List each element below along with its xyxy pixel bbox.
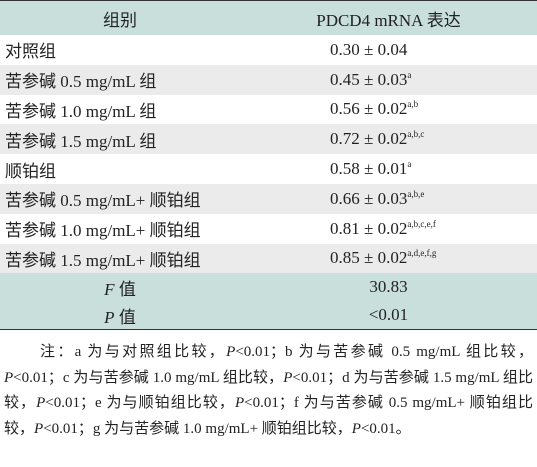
value-cell: 0.72 ± 0.02a,b,c (240, 124, 537, 154)
group-cell: 苦参碱 0.5 mg/mL 组 (5, 72, 157, 92)
group-cell: 对照组 (5, 42, 56, 62)
group-cell: 苦参碱 0.5 mg/mL+ 顺铂组 (5, 191, 201, 211)
value-text: 0.30 ± 0.04 (330, 39, 408, 59)
stats-body: F 值 30.83 P 值 <0.01 (0, 273, 537, 330)
group-cell: 顺铂组 (5, 161, 56, 181)
note-text: P (283, 369, 293, 386)
note-text: <0.01；g 为与苦参碱 1.0 mg/mL+ 顺铂组比较， (43, 420, 352, 437)
value-cell: 0.81 ± 0.02a,b,c,e,f (240, 214, 537, 244)
data-table: 组别 PDCD4 mRNA 表达 对照组 0.30 ± 0.04 苦参碱 0.5 m… (0, 0, 537, 330)
value-cell: 0.66 ± 0.03a,b,e (240, 184, 537, 214)
note-text: P (234, 395, 245, 412)
note-text: <0.01；d 为与苦参碱 1.5 mg/mL 组比较， (4, 369, 533, 412)
stats-value: 30.83 (369, 277, 408, 297)
group-cell: 苦参碱 1.5 mg/mL 组 (5, 131, 157, 151)
note-text: <0.01。 (360, 420, 411, 437)
value-text: 0.85 ± 0.02 (330, 248, 408, 268)
significance-mark: a,b,e (407, 188, 425, 199)
significance-mark: a,b,c,e,f (407, 218, 436, 229)
value-text: 0.45 ± 0.03 (330, 69, 408, 89)
table-row: 苦参碱 1.0 mg/mL 组 0.56 ± 0.02a,b (0, 95, 537, 125)
value-text: 0.81 ± 0.02 (330, 218, 408, 238)
note-text: P (226, 344, 236, 361)
value-cell: 0.30 ± 0.04 (240, 35, 537, 65)
table-row: 苦参碱 0.5 mg/mL 组 0.45 ± 0.03a (0, 64, 537, 95)
value-cell: 0.58 ± 0.01a (240, 154, 537, 184)
value-text: 0.66 ± 0.03 (330, 188, 408, 208)
header-cell: 组别 (103, 10, 137, 30)
note: 注：a 为与对照组比较，P<0.01；b 为与苦参碱 0.5 mg/mL 组比较… (0, 330, 537, 442)
note-text: <0.01；b 为与苦参碱 0.5 mg/mL 组比较， (235, 344, 533, 361)
value-cell: 0.45 ± 0.03a (240, 65, 537, 95)
table-row: 苦参碱 1.5 mg/mL 组 0.72 ± 0.02a,b,c (0, 124, 537, 155)
note-text: 注：a 为与对照组比较， (40, 344, 227, 361)
note-text: P (36, 395, 46, 412)
stats-label-text: 值 (114, 279, 136, 299)
value-text: 0.58 ± 0.01 (330, 159, 408, 179)
stats-label: F 值 (0, 273, 240, 301)
value-cell: 0.85 ± 0.02a,d,e,f,g (240, 244, 537, 274)
significance-mark: a,b,c (407, 129, 425, 140)
note-text: <0.01；f 为与苦参碱 0.5 mg/mL+ 顺铂组比较， (4, 395, 533, 437)
significance-mark: a (407, 159, 412, 170)
header-row: 组别 PDCD4 mRNA 表达 (0, 0, 537, 35)
group-cell: 苦参碱 1.0 mg/mL+ 顺铂组 (5, 221, 201, 241)
stats-value: <0.01 (368, 305, 409, 325)
note-text: P (34, 420, 44, 437)
stats-symbol: F (104, 279, 115, 299)
value-text: 0.56 ± 0.02 (330, 99, 408, 119)
header-cell: PDCD4 mRNA 表达 (316, 10, 461, 30)
stats-label: P 值 (0, 301, 240, 330)
note-text: <0.01；c 为与苦参碱 1.0 mg/mL 组比较， (13, 369, 284, 386)
table-header: 组别 PDCD4 mRNA 表达 (0, 0, 537, 35)
significance-mark: a,d,e,f,g (407, 248, 437, 259)
significance-mark: a,b (407, 99, 419, 110)
table-row: 苦参碱 1.0 mg/mL+ 顺铂组 0.81 ± 0.02a,b,c,e,f (0, 214, 537, 244)
note-text: <0.01；e 为与顺铂组比较， (45, 395, 235, 412)
group-cell: 苦参碱 1.0 mg/mL 组 (5, 101, 157, 121)
table-row: 苦参碱 0.5 mg/mL+ 顺铂组 0.66 ± 0.03a,b,e (0, 183, 537, 214)
stats-row: P 值 <0.01 (0, 301, 537, 330)
stats-symbol: P (104, 307, 115, 327)
table-row: 苦参碱 1.5 mg/mL+ 顺铂组 0.85 ± 0.02a,d,e,f,g (0, 243, 537, 274)
value-text: 0.72 ± 0.02 (330, 129, 408, 149)
stats-label-text: 值 (114, 307, 136, 327)
stats-row: F 值 30.83 (0, 273, 537, 302)
significance-mark: a (407, 69, 412, 80)
table-body: 对照组 0.30 ± 0.04 苦参碱 0.5 mg/mL 组 0.45 ± 0.03… (0, 35, 537, 274)
note-text: P (351, 420, 361, 437)
value-cell: 0.56 ± 0.02a,b (240, 95, 537, 125)
table-row: 顺铂组 0.58 ± 0.01a (0, 154, 537, 184)
table-row: 对照组 0.30 ± 0.04 (0, 35, 537, 65)
group-cell: 苦参碱 1.5 mg/mL+ 顺铂组 (5, 250, 201, 270)
note-text: P (4, 369, 14, 386)
